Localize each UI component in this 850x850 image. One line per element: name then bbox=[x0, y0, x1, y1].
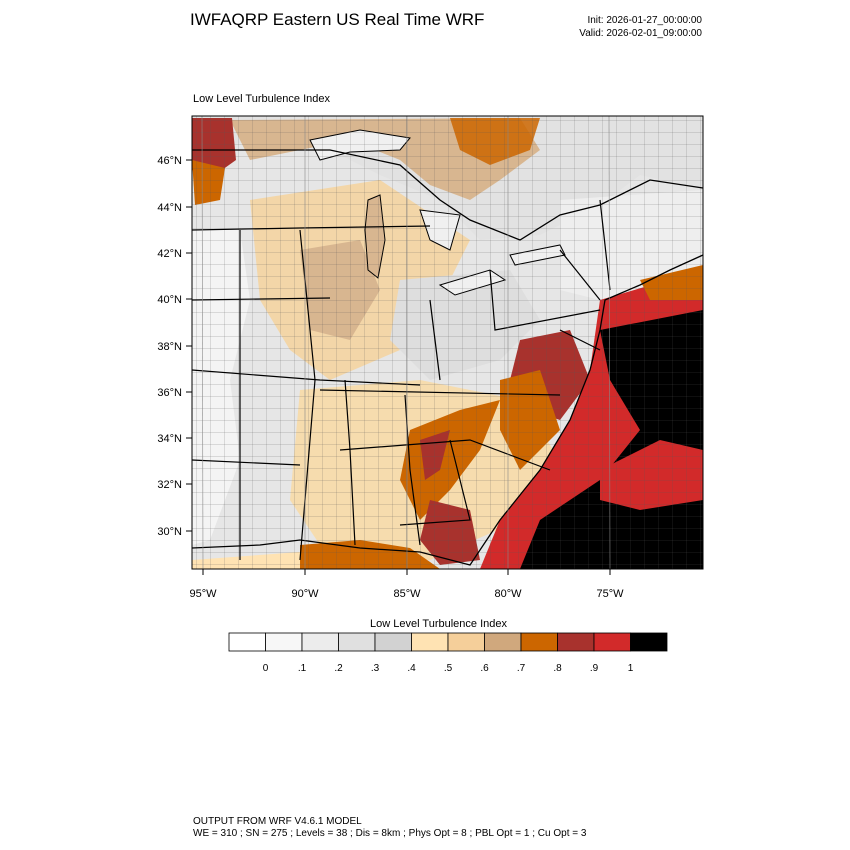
colorbar-label: .8 bbox=[553, 663, 562, 674]
run-times: Init: 2026-01-27_00:00:00 Valid: 2026-02… bbox=[579, 14, 702, 40]
longitude-axis: 95°W 90°W 85°W 80°W 75°W bbox=[189, 569, 624, 600]
model-footer: OUTPUT FROM WRF V4.6.1 MODEL WE = 310 ; … bbox=[193, 816, 586, 840]
colorbar-label: 0 bbox=[262, 663, 269, 674]
lon-label: 95°W bbox=[189, 588, 217, 600]
lat-label: 42°N bbox=[157, 248, 182, 260]
colorbar-swatch bbox=[630, 632, 668, 652]
colorbar-label: .6 bbox=[480, 663, 489, 674]
colorbar-swatch bbox=[228, 632, 266, 652]
lat-label: 30°N bbox=[157, 526, 182, 538]
colorbar-swatch bbox=[265, 632, 303, 652]
coastline bbox=[192, 254, 703, 566]
lat-label: 34°N bbox=[157, 433, 182, 445]
colorbar-label: .1 bbox=[297, 663, 307, 674]
colorbar-swatch bbox=[447, 632, 485, 652]
colorbar bbox=[228, 632, 668, 652]
colorbar-swatch bbox=[520, 632, 558, 652]
field-subtitle: Low Level Turbulence Index bbox=[193, 93, 330, 105]
colorbar-label: .9 bbox=[589, 663, 599, 674]
colorbar-swatch bbox=[484, 632, 522, 652]
lat-label: 38°N bbox=[157, 341, 182, 353]
lat-label: 40°N bbox=[157, 294, 182, 306]
map-fields bbox=[192, 116, 703, 569]
plot-title: IWFAQRP Eastern US Real Time WRF bbox=[190, 10, 485, 29]
canada-border bbox=[192, 149, 703, 241]
init-time: Init: 2026-01-27_00:00:00 bbox=[587, 15, 702, 26]
colorbar-title: Low Level Turbulence Index bbox=[370, 618, 507, 630]
lat-label: 36°N bbox=[157, 387, 182, 399]
colorbar-swatch bbox=[374, 632, 412, 652]
colorbar-label: .3 bbox=[370, 663, 380, 674]
lat-label: 32°N bbox=[157, 479, 182, 491]
colorbar-swatch bbox=[593, 632, 631, 652]
colorbar-label: .7 bbox=[516, 663, 526, 674]
colorbar-swatch bbox=[338, 632, 376, 652]
lat-label: 44°N bbox=[157, 202, 182, 214]
lon-label: 80°W bbox=[494, 588, 522, 600]
lon-label: 75°W bbox=[596, 588, 624, 600]
colorbar-label: .4 bbox=[407, 663, 416, 674]
colorbar-swatch bbox=[411, 632, 449, 652]
valid-time: Valid: 2026-02-01_09:00:00 bbox=[579, 28, 702, 39]
lat-label: 46°N bbox=[157, 155, 182, 167]
colorbar-label: 1 bbox=[627, 663, 634, 674]
lon-label: 85°W bbox=[393, 588, 421, 600]
map-frame bbox=[191, 115, 704, 570]
colorbar-label: .2 bbox=[334, 663, 343, 674]
colorbar-label: .5 bbox=[443, 663, 453, 674]
latitude-axis: 46°N 44°N 42°N 40°N 38°N 36°N 34°N 32°N 30°N bbox=[157, 155, 192, 538]
county-lines bbox=[192, 116, 703, 569]
colorbar-swatch bbox=[301, 632, 339, 652]
colorbar-swatch bbox=[557, 632, 595, 652]
footer-line-2: WE = 310 ; SN = 275 ; Levels = 38 ; Dis … bbox=[193, 828, 587, 839]
footer-line-1: OUTPUT FROM WRF V4.6.1 MODEL bbox=[193, 816, 362, 827]
lon-label: 90°W bbox=[291, 588, 319, 600]
graticule bbox=[201, 116, 611, 569]
